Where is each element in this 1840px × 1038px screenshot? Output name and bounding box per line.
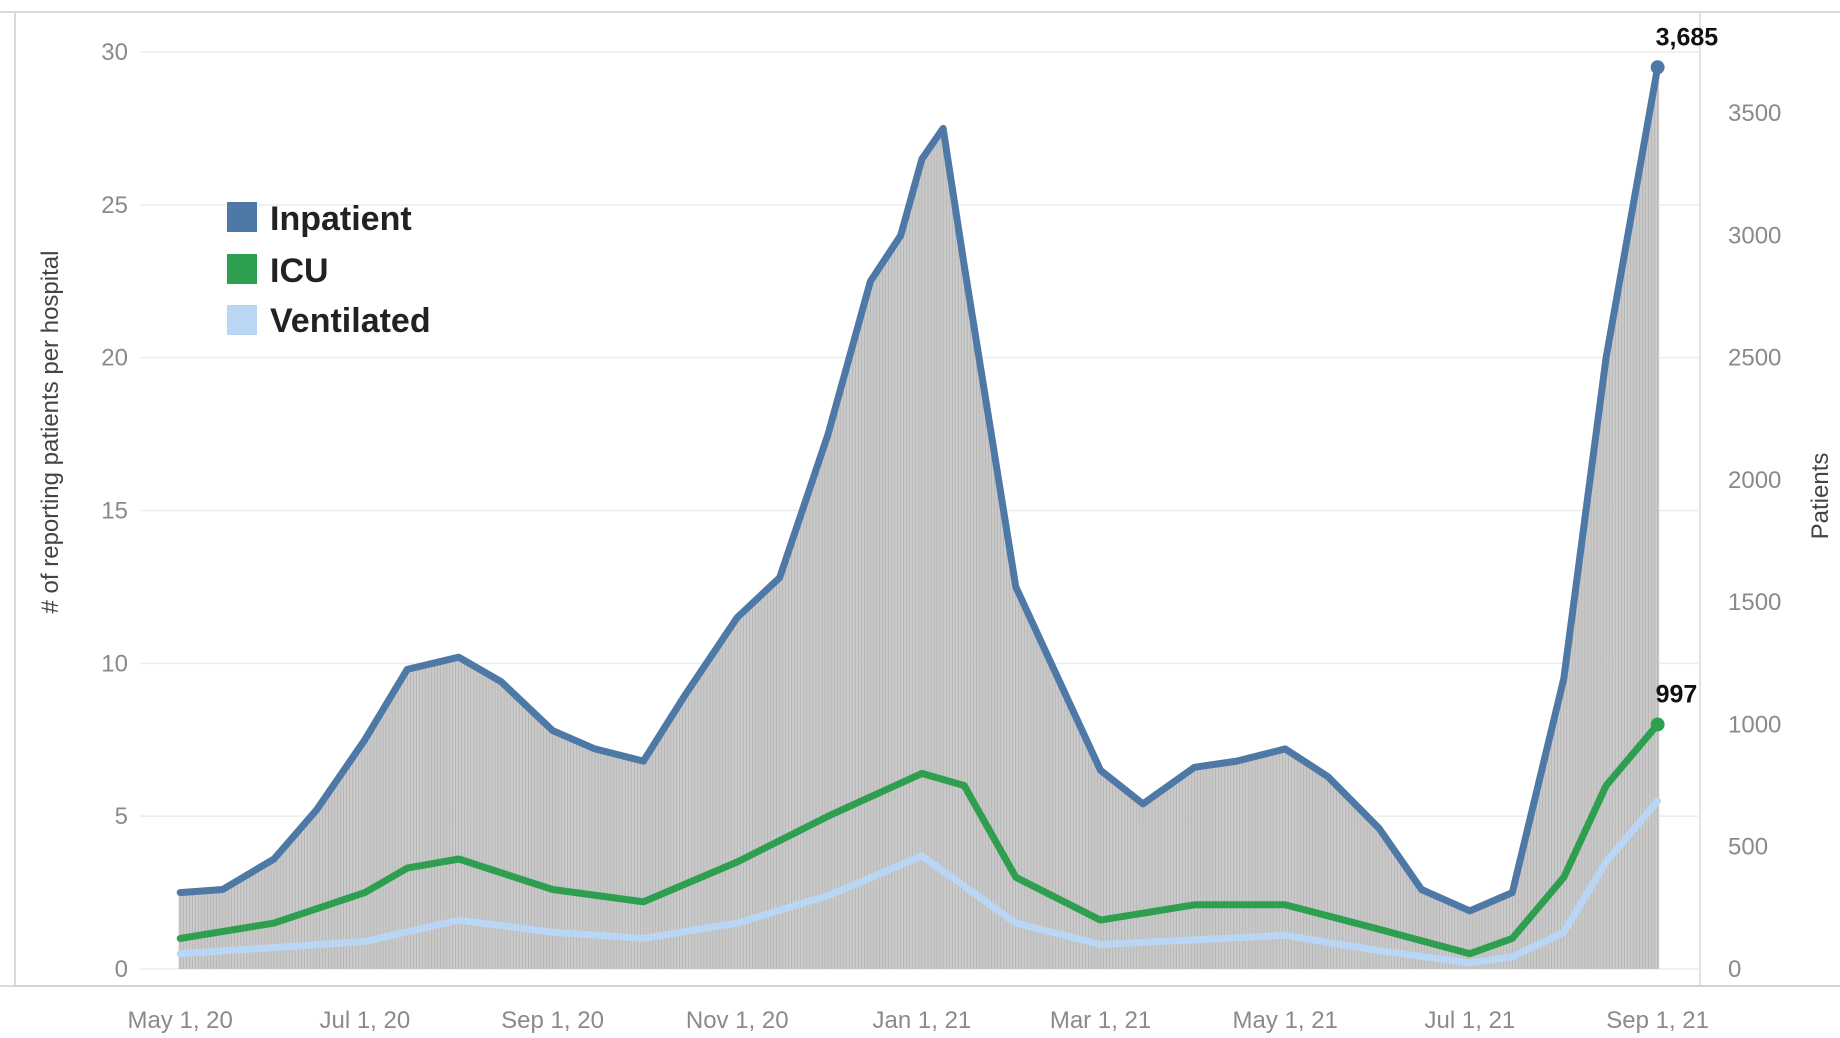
legend-swatch-inpatient <box>227 202 257 232</box>
y-right-tick-label: 500 <box>1728 834 1768 861</box>
x-tick-label: May 1, 20 <box>127 1007 232 1034</box>
y-left-tick-label: 25 <box>101 192 128 219</box>
legend-label-inpatient: Inpatient <box>270 200 412 238</box>
series-lines <box>176 60 1665 967</box>
y-right-tick-label: 1000 <box>1728 711 1781 738</box>
y-left-tick-label: 5 <box>115 803 128 830</box>
x-tick-label: Nov 1, 20 <box>686 1007 789 1034</box>
x-tick-label: Jul 1, 21 <box>1425 1007 1516 1034</box>
y-axis-left-title: # of reporting patients per hospital <box>37 251 64 614</box>
legend: Inpatient ICU Ventilated <box>227 200 431 340</box>
end-dot-inpatient <box>1650 60 1665 75</box>
legend-swatch-ventilated <box>227 305 257 335</box>
y-right-tick-label: 0 <box>1728 956 1741 983</box>
x-tick-label: May 1, 21 <box>1233 1007 1338 1034</box>
end-dot-icu <box>1650 717 1665 732</box>
x-tick-label: Sep 1, 21 <box>1606 1007 1709 1034</box>
y-right-tick-label: 3000 <box>1728 222 1781 249</box>
x-tick-label: Jan 1, 21 <box>873 1007 972 1034</box>
x-tick-label: Mar 1, 21 <box>1050 1007 1151 1034</box>
end-label-inpatient: 3,685 <box>1656 23 1719 51</box>
x-tick-label: Sep 1, 20 <box>501 1007 604 1034</box>
series-line-inpatient <box>176 63 1662 915</box>
series-line-ventilated <box>176 797 1662 967</box>
y-left-tick-label: 15 <box>101 498 128 525</box>
y-axis-right-title: Patients <box>1807 453 1834 540</box>
bars-layer <box>178 67 1660 970</box>
y-left-tick-label: 20 <box>101 345 128 372</box>
y-right-tick-label: 2000 <box>1728 467 1781 494</box>
y-right-tick-label: 1500 <box>1728 589 1781 616</box>
series-line-icu <box>176 721 1662 958</box>
y-left-tick-label: 10 <box>101 650 128 677</box>
y-left-tick-label: 30 <box>101 39 128 66</box>
legend-label-icu: ICU <box>270 252 329 290</box>
x-tick-label: Jul 1, 20 <box>319 1007 410 1034</box>
y-left-tick-label: 0 <box>115 956 128 983</box>
axis-ticks: 0 5 10 15 20 25 30 0 500 1000 1500 2000 2500 3000 3500… <box>101 39 1781 1034</box>
legend-label-ventilated: Ventilated <box>270 302 431 340</box>
end-label-icu: 997 <box>1656 680 1698 708</box>
legend-swatch-icu <box>227 254 257 284</box>
y-right-tick-label: 2500 <box>1728 345 1781 372</box>
y-right-tick-label: 3500 <box>1728 100 1781 127</box>
